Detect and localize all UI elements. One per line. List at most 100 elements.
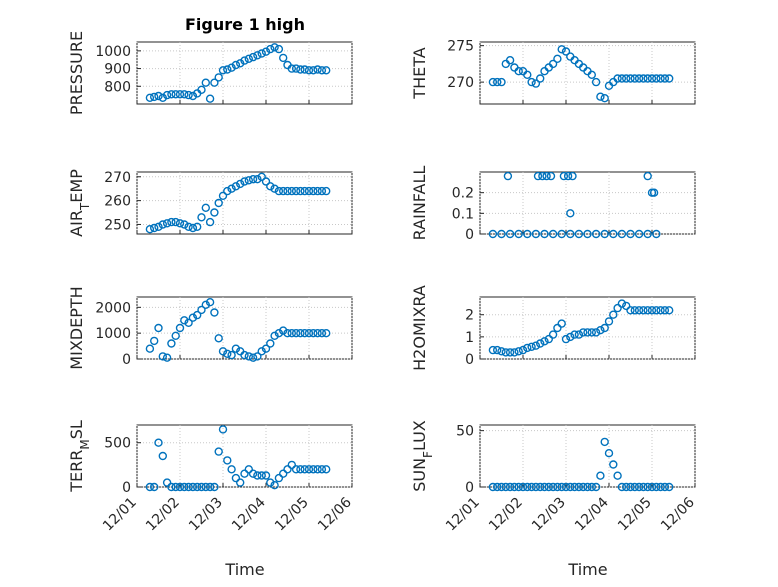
data-point	[630, 74, 639, 83]
data-point	[501, 482, 510, 492]
data-point	[317, 465, 327, 474]
subplot-rainfall: 0 0.1 0.2 RAINFALL	[410, 166, 696, 243]
x-tick-label: 12/02	[143, 495, 183, 535]
data-point	[540, 337, 549, 346]
data-points	[488, 45, 674, 103]
data-point	[287, 460, 296, 470]
data-point	[261, 344, 271, 353]
data-point	[488, 77, 498, 87]
data-point	[158, 451, 168, 461]
data-point	[145, 344, 155, 353]
data-point	[617, 299, 627, 308]
y-axis-label: SUNFLUX	[410, 420, 435, 492]
data-point	[192, 482, 202, 492]
data-point	[322, 465, 331, 474]
data-point	[279, 186, 288, 196]
data-point	[561, 482, 571, 492]
data-point	[652, 482, 661, 492]
data-point	[296, 65, 305, 74]
data-point	[261, 177, 271, 186]
data-point	[544, 334, 553, 344]
data-point	[227, 465, 236, 474]
data-point	[557, 229, 566, 239]
data-point	[188, 313, 198, 322]
y-tick-label: 0.2	[452, 186, 474, 202]
data-point	[192, 310, 202, 320]
data-point	[579, 328, 588, 337]
data-point	[253, 471, 262, 480]
x-tick-label: 12/03	[186, 495, 226, 535]
data-point	[531, 482, 541, 492]
data-point	[313, 65, 322, 74]
data-point	[313, 329, 322, 338]
data-point	[162, 353, 172, 362]
x-tick-label: 12/04	[229, 494, 269, 534]
data-point	[162, 219, 172, 228]
data-point	[231, 473, 241, 483]
data-point	[548, 482, 558, 492]
data-point	[574, 482, 584, 492]
data-point	[656, 74, 665, 83]
data-point	[587, 482, 596, 492]
data-point	[261, 471, 271, 480]
data-point	[197, 213, 206, 222]
data-point	[600, 93, 609, 103]
data-point	[660, 74, 670, 83]
y-tick-label: 0	[465, 352, 474, 368]
data-point	[210, 308, 219, 317]
data-point	[223, 186, 232, 196]
data-point	[248, 52, 258, 62]
data-point	[205, 482, 215, 492]
data-point	[591, 77, 601, 87]
data-point	[300, 186, 309, 196]
data-point	[563, 171, 573, 181]
data-point	[214, 334, 223, 343]
data-point	[647, 74, 657, 83]
data-point	[613, 471, 622, 480]
data-point	[313, 465, 322, 474]
data-points	[145, 172, 331, 234]
data-point	[304, 186, 314, 196]
y-axis-label: RAINFALL	[410, 166, 429, 241]
data-point	[643, 229, 652, 239]
data-point	[291, 186, 301, 196]
data-point	[145, 482, 155, 492]
data-point	[626, 229, 635, 239]
data-point	[304, 465, 314, 474]
y-tick-label: 0	[465, 480, 474, 496]
data-point	[188, 482, 198, 492]
data-point	[548, 229, 558, 239]
data-point	[218, 347, 228, 356]
data-point	[665, 74, 674, 83]
data-point	[231, 182, 241, 191]
data-point	[253, 51, 262, 60]
data-point	[531, 341, 541, 350]
data-point	[643, 74, 652, 83]
data-point	[604, 449, 614, 458]
data-point	[533, 171, 543, 181]
data-point	[261, 47, 271, 56]
data-point	[561, 334, 571, 344]
data-point	[591, 482, 601, 492]
data-point	[536, 339, 545, 348]
data-point	[660, 482, 670, 492]
data-point	[180, 220, 189, 229]
data-point	[266, 44, 275, 54]
x-axis-label-right: Time	[567, 560, 607, 579]
data-point	[309, 465, 318, 474]
data-point	[317, 66, 327, 75]
data-point	[162, 478, 172, 487]
subplot-sun_flux: 0 50 12/01 12/02 12/03 12/04 12/05 12/06 SUNFLUX	[410, 420, 698, 534]
data-points	[488, 299, 674, 357]
data-point	[639, 74, 648, 83]
data-point	[214, 198, 223, 208]
data-point	[622, 301, 631, 311]
data-point	[553, 54, 562, 63]
data-point	[171, 217, 180, 227]
x-tick-label: 12/01	[100, 495, 140, 535]
data-point	[523, 229, 532, 239]
data-point	[596, 471, 605, 480]
data-point	[497, 347, 506, 356]
data-point	[604, 317, 614, 326]
data-point	[538, 171, 547, 181]
